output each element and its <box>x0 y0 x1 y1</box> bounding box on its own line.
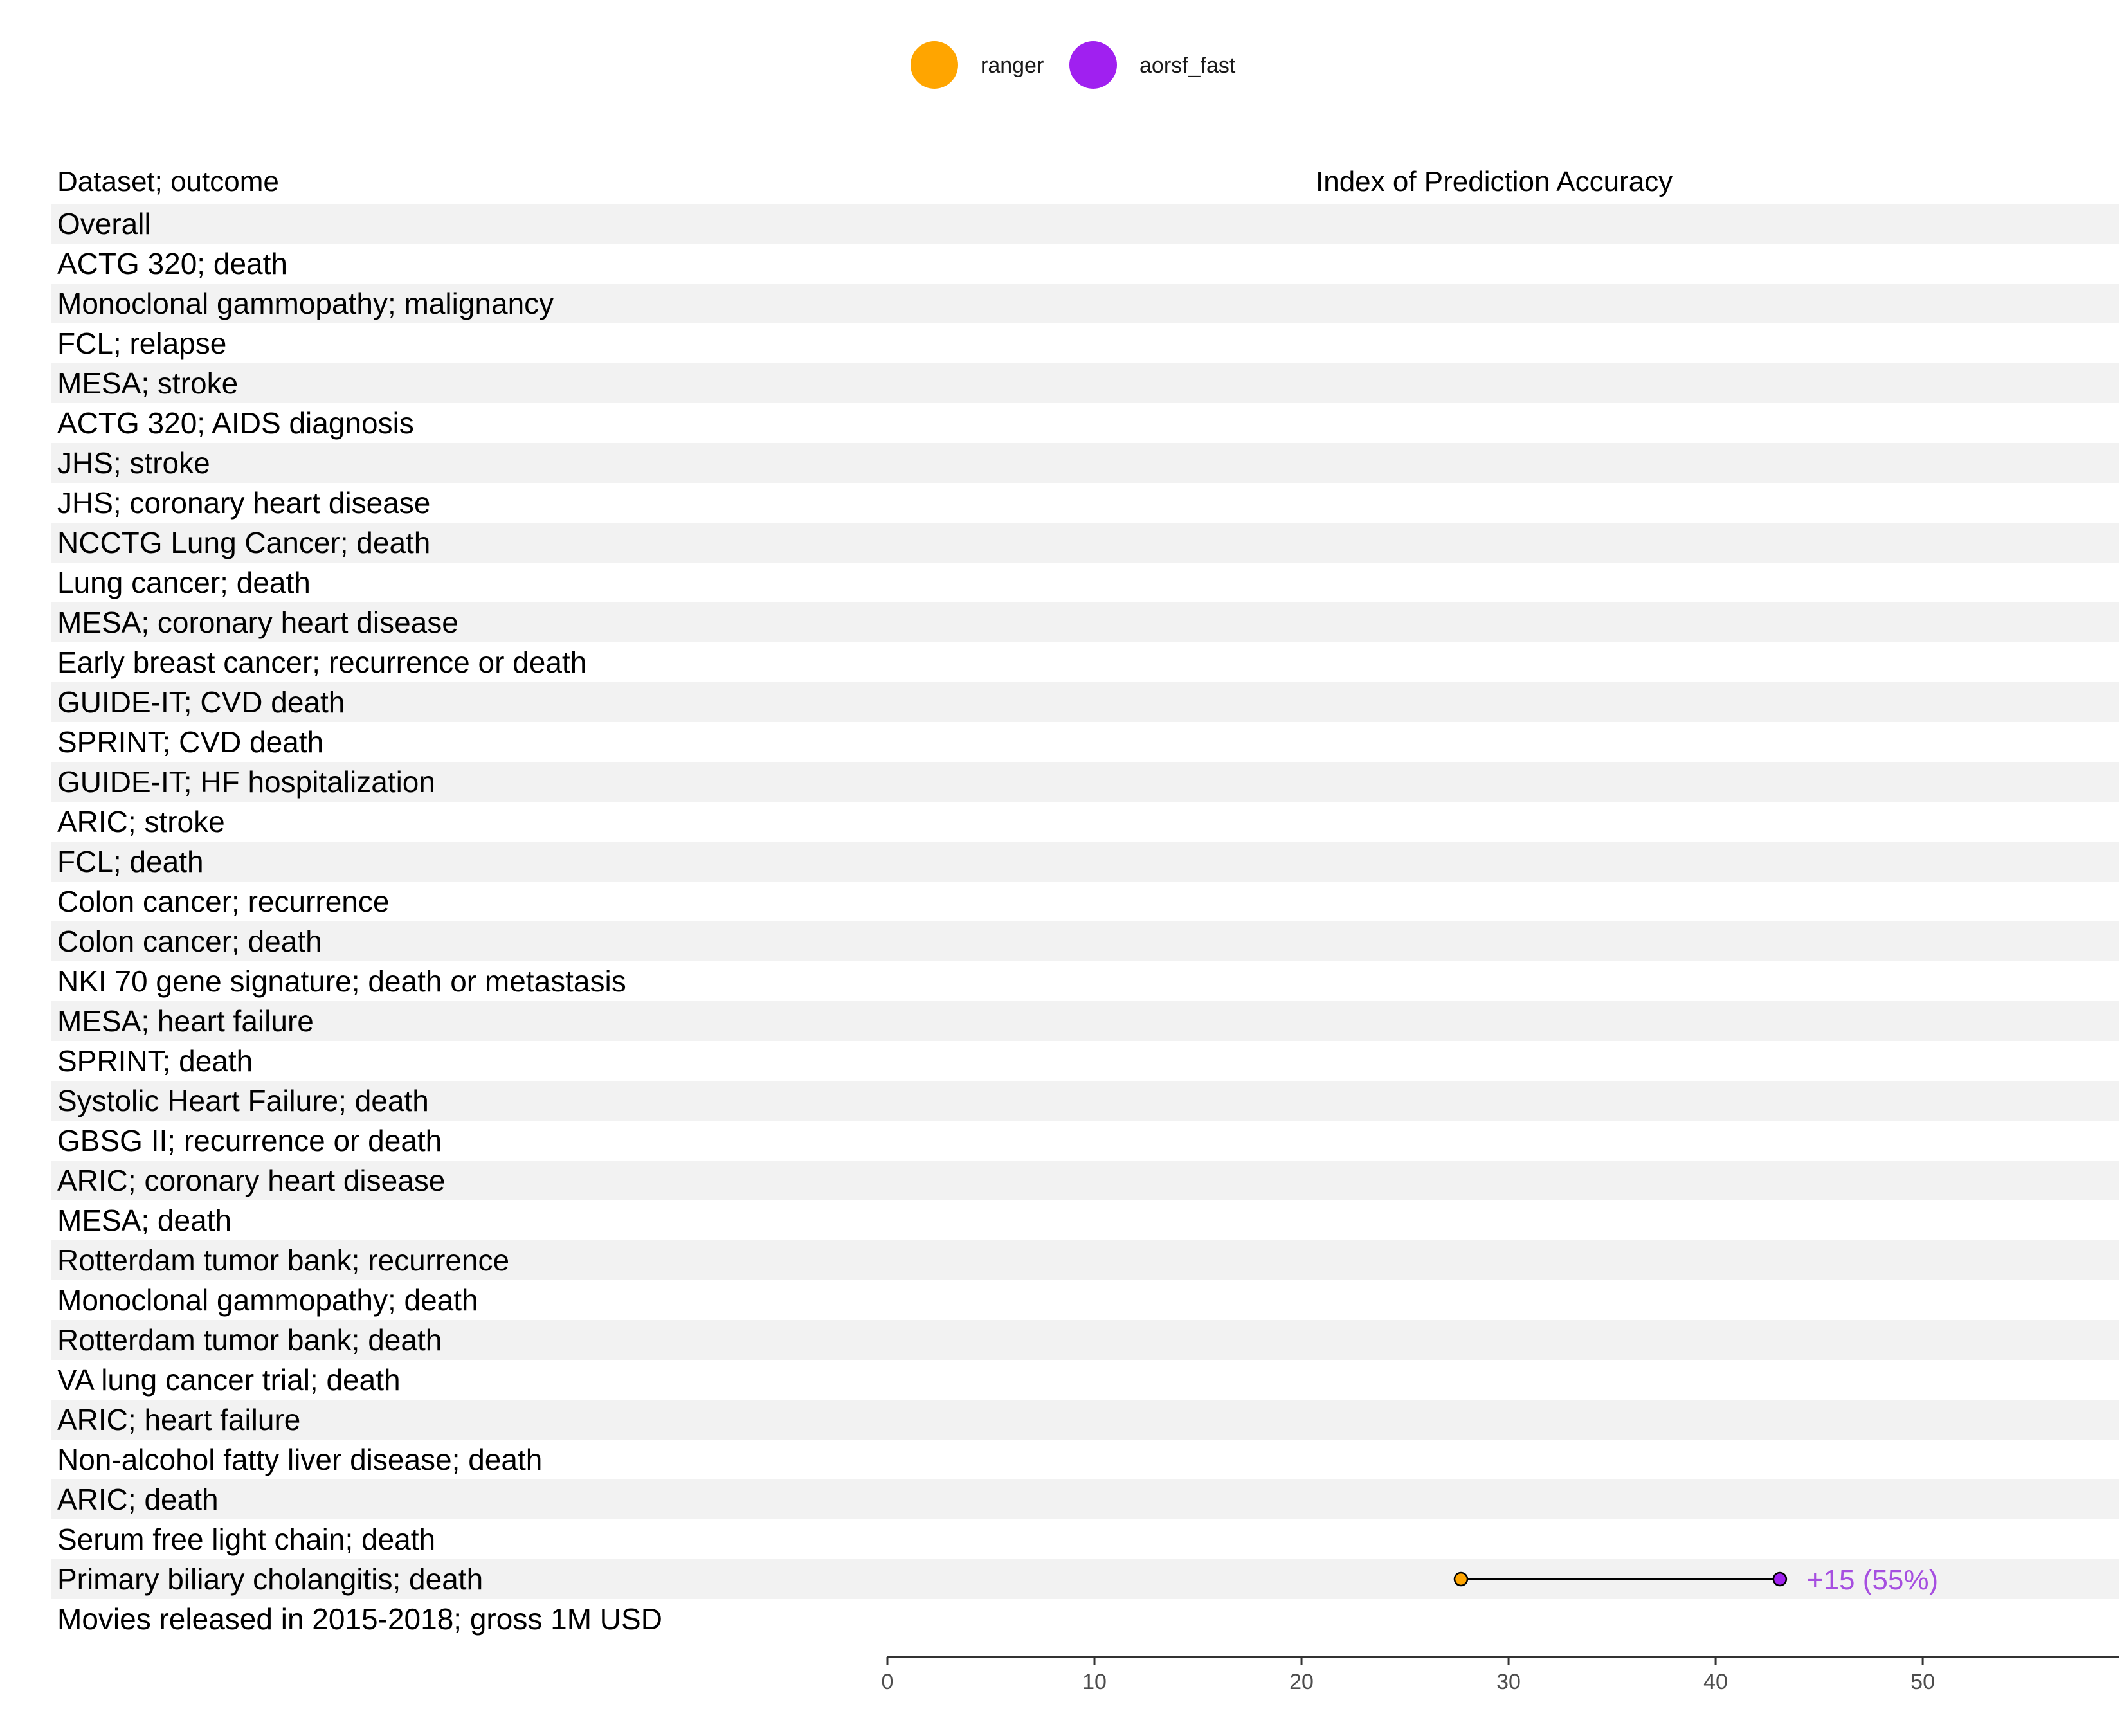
legend-swatch-aorsf-fast <box>1069 41 1117 89</box>
x-tick-label: 10 <box>1082 1670 1107 1694</box>
row-label-aric-stroke: ARIC; stroke <box>57 805 225 838</box>
difference-label: +15 (55%) <box>1807 1564 1938 1596</box>
row-label-colon-cancer-death: Colon cancer; death <box>57 925 322 958</box>
row-label-serum-free-light-chain-death: Serum free light chain; death <box>57 1523 435 1556</box>
row-label-jhs-coronary-heart-disease: JHS; coronary heart disease <box>57 486 430 520</box>
row-stripe <box>51 1001 2119 1041</box>
row-label-monoclonal-gammopathy-death: Monoclonal gammopathy; death <box>57 1283 478 1317</box>
row-stripe <box>51 363 2119 403</box>
row-label-early-breast-cancer-recurrence-or-death: Early breast cancer; recurrence or death <box>57 646 586 679</box>
row-label-aric-heart-failure: ARIC; heart failure <box>57 1403 300 1436</box>
row-stripe <box>51 1161 2119 1200</box>
row-stripe <box>51 443 2119 483</box>
row-stripe <box>51 1240 2119 1280</box>
row-label-guide-it-cvd-death: GUIDE-IT; CVD death <box>57 685 345 719</box>
row-label-overall: Overall <box>57 207 151 240</box>
row-stripe <box>51 842 2119 882</box>
row-label-fcl-death: FCL; death <box>57 845 204 878</box>
row-stripe <box>51 762 2119 802</box>
x-axis: 0 10 20 30 40 50 <box>882 1656 2119 1694</box>
row-label-aric-death: ARIC; death <box>57 1483 219 1516</box>
row-stripe <box>51 921 2119 961</box>
row-label-non-alcohol-fatty-liver-disease-death: Non-alcohol fatty liver disease; death <box>57 1443 542 1476</box>
x-tick-label: 20 <box>1289 1670 1314 1694</box>
row-label-primary-biliary-cholangitis-death: Primary biliary cholangitis; death <box>57 1562 483 1596</box>
row-label-nki-70-gene-signature-death-or-metastasis: NKI 70 gene signature; death or metastas… <box>57 964 626 998</box>
x-tick-label: 40 <box>1703 1670 1728 1694</box>
legend-label-aorsf-fast: aorsf_fast <box>1139 53 1236 78</box>
legend-swatch-ranger <box>911 41 958 89</box>
row-label-mesa-death: MESA; death <box>57 1204 231 1237</box>
row-stripe <box>51 284 2119 323</box>
row-label-rotterdam-tumor-bank-recurrence: Rotterdam tumor bank; recurrence <box>57 1243 509 1277</box>
row-label-lung-cancer-death: Lung cancer; death <box>57 566 311 599</box>
header-dataset-outcome: Dataset; outcome <box>57 166 279 197</box>
row-label-systolic-heart-failure-death: Systolic Heart Failure; death <box>57 1084 429 1117</box>
row-label-rotterdam-tumor-bank-death: Rotterdam tumor bank; death <box>57 1323 442 1357</box>
row-label-mesa-stroke: MESA; stroke <box>57 366 238 400</box>
row-label-ncctg-lung-cancer-death: NCCTG Lung Cancer; death <box>57 526 430 559</box>
legend-label-ranger: ranger <box>981 53 1044 78</box>
row-stripe <box>51 602 2119 642</box>
row-label-gbsg-ii-recurrence-or-death: GBSG II; recurrence or death <box>57 1124 442 1157</box>
row-label-mesa-heart-failure: MESA; heart failure <box>57 1004 314 1038</box>
row-stripe <box>51 682 2119 722</box>
row-label-actg-320-aids-diagnosis: ACTG 320; AIDS diagnosis <box>57 406 414 440</box>
row-stripe <box>51 1479 2119 1519</box>
legend: ranger aorsf_fast <box>911 41 1236 89</box>
row-stripes <box>51 204 2119 1599</box>
row-stripe <box>51 1320 2119 1360</box>
row-label-monoclonal-gammopathy-malignancy: Monoclonal gammopathy; malignancy <box>57 287 554 320</box>
row-label-movies-released-in-2015-2018-gross-1m-usd: Movies released in 2015-2018; gross 1M U… <box>57 1602 662 1636</box>
point-ranger <box>1453 1571 1469 1587</box>
row-stripe <box>51 1081 2119 1121</box>
row-stripe <box>51 1400 2119 1440</box>
row-label-mesa-coronary-heart-disease: MESA; coronary heart disease <box>57 606 458 639</box>
x-tick-label: 0 <box>882 1670 894 1694</box>
row-labels: Overall ACTG 320; death Monoclonal gammopa… <box>57 207 662 1636</box>
row-label-fcl-relapse: FCL; relapse <box>57 327 226 360</box>
row-label-colon-cancer-recurrence: Colon cancer; recurrence <box>57 885 389 918</box>
row-label-guide-it-hf-hospitalization: GUIDE-IT; HF hospitalization <box>57 765 435 799</box>
row-label-sprint-death: SPRINT; death <box>57 1044 253 1078</box>
row-label-actg-320-death: ACTG 320; death <box>57 247 287 280</box>
header-index-prediction-accuracy: Index of Prediction Accuracy <box>1316 166 1673 197</box>
row-stripe <box>51 204 2119 244</box>
row-label-sprint-cvd-death: SPRINT; CVD death <box>57 725 323 759</box>
point-aorsf-fast <box>1772 1571 1788 1587</box>
row-label-jhs-stroke: JHS; stroke <box>57 446 210 480</box>
row-label-va-lung-cancer-trial-death: VA lung cancer trial; death <box>57 1363 401 1397</box>
x-tick-label: 30 <box>1496 1670 1521 1694</box>
row-stripe <box>51 523 2119 563</box>
data-marks: +15 (55%) <box>1453 1564 1938 1596</box>
row-label-aric-coronary-heart-disease: ARIC; coronary heart disease <box>57 1164 445 1197</box>
x-tick-label: 50 <box>1910 1670 1935 1694</box>
